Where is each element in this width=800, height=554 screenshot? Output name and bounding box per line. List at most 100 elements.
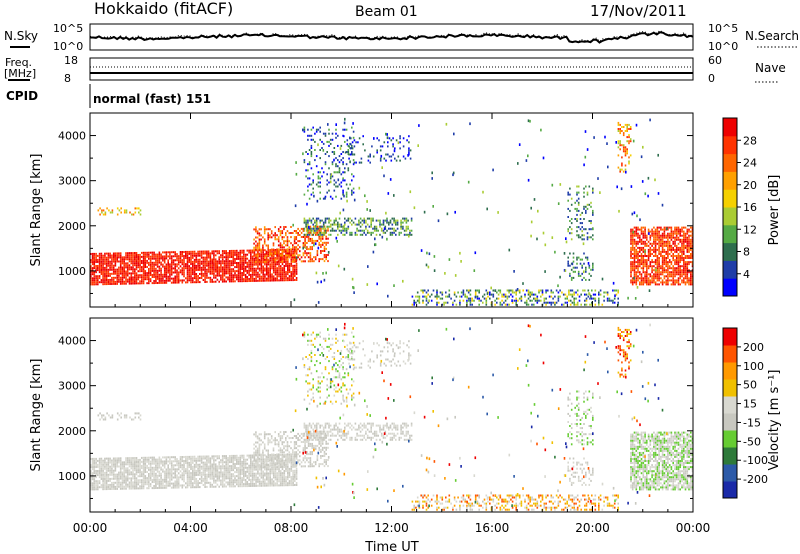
power-cell xyxy=(93,257,96,259)
velocity-cell xyxy=(155,466,157,469)
power-cell xyxy=(349,231,351,234)
velocity-cell xyxy=(105,484,108,486)
power-cell xyxy=(218,272,220,275)
velocity-cell xyxy=(139,479,141,482)
power-cell xyxy=(109,272,111,275)
velocity-cell xyxy=(135,481,138,484)
power-cell xyxy=(302,260,305,263)
velocity-cell xyxy=(121,471,124,474)
power-cell xyxy=(672,259,674,262)
power-cell xyxy=(267,251,270,254)
power-cell xyxy=(176,275,178,278)
power-cell xyxy=(230,264,233,267)
velocity-cell xyxy=(109,483,111,486)
velocity-cell xyxy=(195,465,198,468)
power-cell xyxy=(116,270,118,273)
power-cell xyxy=(148,251,150,254)
power-cell xyxy=(670,273,673,276)
power-cell xyxy=(165,253,168,256)
power-cell xyxy=(661,234,664,237)
power-cell xyxy=(262,236,264,239)
power-cell xyxy=(156,259,159,262)
power-cell xyxy=(313,243,315,247)
velocity-cell xyxy=(125,471,127,474)
velocity-cell xyxy=(128,477,131,480)
power-cell xyxy=(211,272,213,275)
power-cell xyxy=(654,259,657,262)
power-cell xyxy=(169,263,171,266)
power-cell xyxy=(260,228,262,231)
power-cell xyxy=(342,128,344,131)
power-cell xyxy=(119,272,122,275)
power-cell xyxy=(679,240,681,243)
power-cell xyxy=(347,219,350,222)
power-cell xyxy=(420,289,422,292)
power-colorbar-tick-label: 8 xyxy=(743,246,750,259)
power-cell xyxy=(100,254,103,257)
power-cell xyxy=(425,299,428,302)
power-cell xyxy=(139,282,141,285)
power-cell xyxy=(485,299,488,302)
power-cell xyxy=(612,301,614,304)
power-cell xyxy=(466,295,468,299)
power-cell xyxy=(649,250,652,253)
power-cell xyxy=(237,272,240,275)
power-cell xyxy=(119,252,122,255)
power-cell xyxy=(554,301,556,304)
velocity-cell xyxy=(121,485,124,488)
power-cell xyxy=(517,299,519,302)
power-cell xyxy=(153,263,155,266)
velocity-cell xyxy=(195,471,198,474)
power-cell xyxy=(250,265,252,268)
power-cell xyxy=(93,259,96,261)
power-cell xyxy=(294,204,297,208)
power-cell xyxy=(646,271,648,274)
power-cell xyxy=(132,280,134,283)
velocity-cell xyxy=(91,482,94,485)
power-cell xyxy=(644,232,646,235)
power-cell xyxy=(663,230,666,233)
power-cell xyxy=(309,246,312,249)
power-cell xyxy=(141,268,143,271)
power-cell xyxy=(137,270,140,273)
power-cell xyxy=(517,162,519,165)
power-cell xyxy=(137,264,140,267)
power-cell xyxy=(135,256,138,258)
power-cell xyxy=(169,267,171,270)
power-cell xyxy=(469,122,471,126)
power-cell xyxy=(258,263,261,266)
power-cell xyxy=(670,226,673,229)
velocity-cell xyxy=(102,459,104,462)
power-cell xyxy=(216,266,219,269)
power-cell xyxy=(640,277,643,280)
velocity-cell xyxy=(97,459,99,462)
velocity-cell xyxy=(186,478,189,481)
velocity-cell xyxy=(141,465,143,467)
power-cell xyxy=(321,225,323,228)
velocity-cell xyxy=(137,479,140,482)
power-cell xyxy=(104,277,106,279)
power-cell xyxy=(635,265,638,268)
velocity-cell xyxy=(111,483,113,486)
power-cell xyxy=(114,268,117,271)
power-cell xyxy=(258,248,261,251)
power-cell xyxy=(232,249,235,252)
power-cell xyxy=(455,295,458,298)
power-cell xyxy=(135,262,138,265)
power-cell xyxy=(361,219,364,222)
power-colorbar-tick-label: 16 xyxy=(743,201,757,214)
power-cell xyxy=(310,155,313,158)
power-cell xyxy=(366,208,368,211)
power-cell xyxy=(605,291,607,294)
power-cell xyxy=(375,227,378,230)
power-cell xyxy=(320,280,322,284)
velocity-cell xyxy=(119,473,122,476)
power-cell xyxy=(686,250,689,253)
power-cell xyxy=(679,246,681,249)
power-cell xyxy=(158,275,161,278)
power-cell xyxy=(656,283,659,286)
power-cell xyxy=(331,175,334,178)
power-cell xyxy=(612,281,615,285)
power-cell xyxy=(460,295,463,298)
power-cell xyxy=(557,291,560,294)
